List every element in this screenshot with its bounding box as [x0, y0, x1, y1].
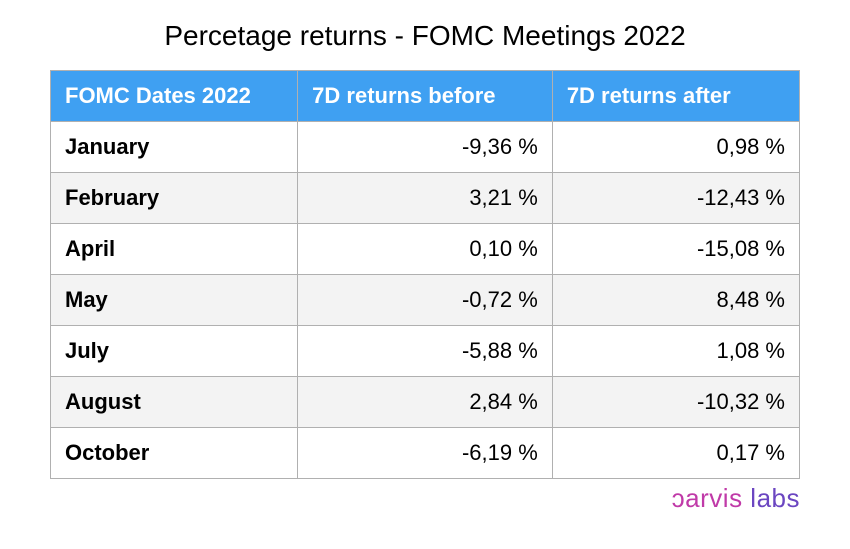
- column-header-before: 7D returns before: [298, 71, 553, 122]
- month-cell: July: [51, 326, 298, 377]
- after-cell: -10,32 %: [552, 377, 799, 428]
- brand-part2: labs: [743, 483, 800, 513]
- month-cell: April: [51, 224, 298, 275]
- before-cell: 0,10 %: [298, 224, 553, 275]
- after-cell: 8,48 %: [552, 275, 799, 326]
- month-cell: August: [51, 377, 298, 428]
- column-header-dates: FOMC Dates 2022: [51, 71, 298, 122]
- after-cell: 0,98 %: [552, 122, 799, 173]
- before-cell: -0,72 %: [298, 275, 553, 326]
- before-cell: 3,21 %: [298, 173, 553, 224]
- after-cell: -15,08 %: [552, 224, 799, 275]
- after-cell: -12,43 %: [552, 173, 799, 224]
- before-cell: -9,36 %: [298, 122, 553, 173]
- column-header-after: 7D returns after: [552, 71, 799, 122]
- table-row: January -9,36 % 0,98 %: [51, 122, 800, 173]
- table-row: August 2,84 % -10,32 %: [51, 377, 800, 428]
- attribution: ɔarvis labs: [50, 483, 800, 514]
- month-cell: February: [51, 173, 298, 224]
- table-row: February 3,21 % -12,43 %: [51, 173, 800, 224]
- table-row: April 0,10 % -15,08 %: [51, 224, 800, 275]
- month-cell: October: [51, 428, 298, 479]
- table-row: May -0,72 % 8,48 %: [51, 275, 800, 326]
- brand-part1: ɔarvis: [672, 483, 743, 513]
- before-cell: -5,88 %: [298, 326, 553, 377]
- before-cell: 2,84 %: [298, 377, 553, 428]
- page-title: Percetage returns - FOMC Meetings 2022: [50, 20, 800, 52]
- table-row: July -5,88 % 1,08 %: [51, 326, 800, 377]
- returns-table: FOMC Dates 2022 7D returns before 7D ret…: [50, 70, 800, 479]
- table-header-row: FOMC Dates 2022 7D returns before 7D ret…: [51, 71, 800, 122]
- after-cell: 0,17 %: [552, 428, 799, 479]
- table-row: October -6,19 % 0,17 %: [51, 428, 800, 479]
- month-cell: May: [51, 275, 298, 326]
- before-cell: -6,19 %: [298, 428, 553, 479]
- month-cell: January: [51, 122, 298, 173]
- after-cell: 1,08 %: [552, 326, 799, 377]
